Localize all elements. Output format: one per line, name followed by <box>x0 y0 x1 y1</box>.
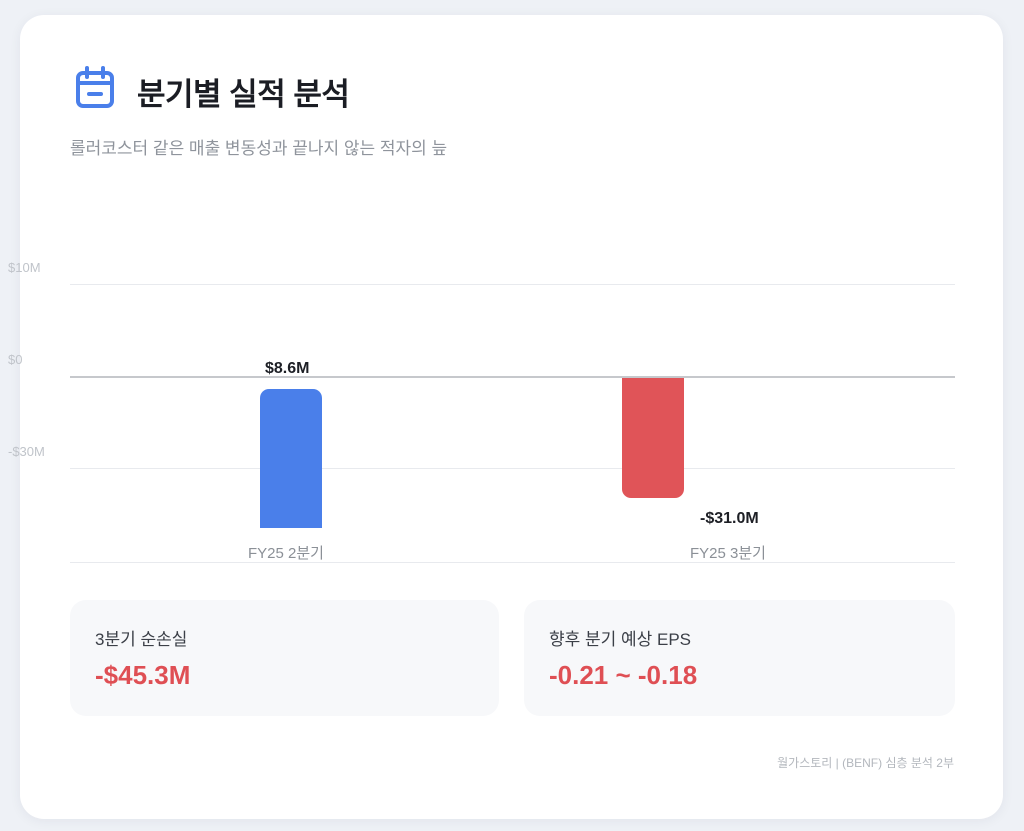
stat-value: -$45.3M <box>95 660 191 690</box>
bar-value-label: $8.6M <box>265 360 310 377</box>
y-tick-label: $0 <box>8 352 23 367</box>
page-subtitle: 롤러코스터 같은 매출 변동성과 끝나지 않는 적자의 늪 <box>70 139 448 158</box>
page-title: 분기별 실적 분석 <box>137 77 350 112</box>
zero-line <box>70 376 955 378</box>
stat-card-net-loss: 3분기 순손실 -$45.3M <box>70 600 499 716</box>
header-icon-wrap <box>75 66 115 110</box>
x-category-label: FY25 3분기 <box>690 545 766 562</box>
bar-q2[interactable] <box>260 389 322 528</box>
stat-value: -0.21 ~ -0.18 <box>549 660 698 690</box>
stat-label: 향후 분기 예상 EPS <box>549 630 692 649</box>
stat-card-eps: 향후 분기 예상 EPS -0.21 ~ -0.18 <box>524 600 955 716</box>
bar-value-label: -$31.0M <box>700 510 759 527</box>
y-tick-label: $10M <box>8 260 41 275</box>
gridline <box>70 468 955 469</box>
calendar-icon <box>76 66 114 108</box>
stat-label: 3분기 순손실 <box>95 630 188 649</box>
footer-credit: 월가스토리 | (BENF) 심층 분석 2부 <box>777 756 954 770</box>
y-tick-label: -$30M <box>8 444 45 459</box>
bar-q3[interactable] <box>622 378 684 498</box>
x-category-label: FY25 2분기 <box>248 545 324 562</box>
gridline <box>70 562 955 563</box>
gridline <box>70 284 955 285</box>
